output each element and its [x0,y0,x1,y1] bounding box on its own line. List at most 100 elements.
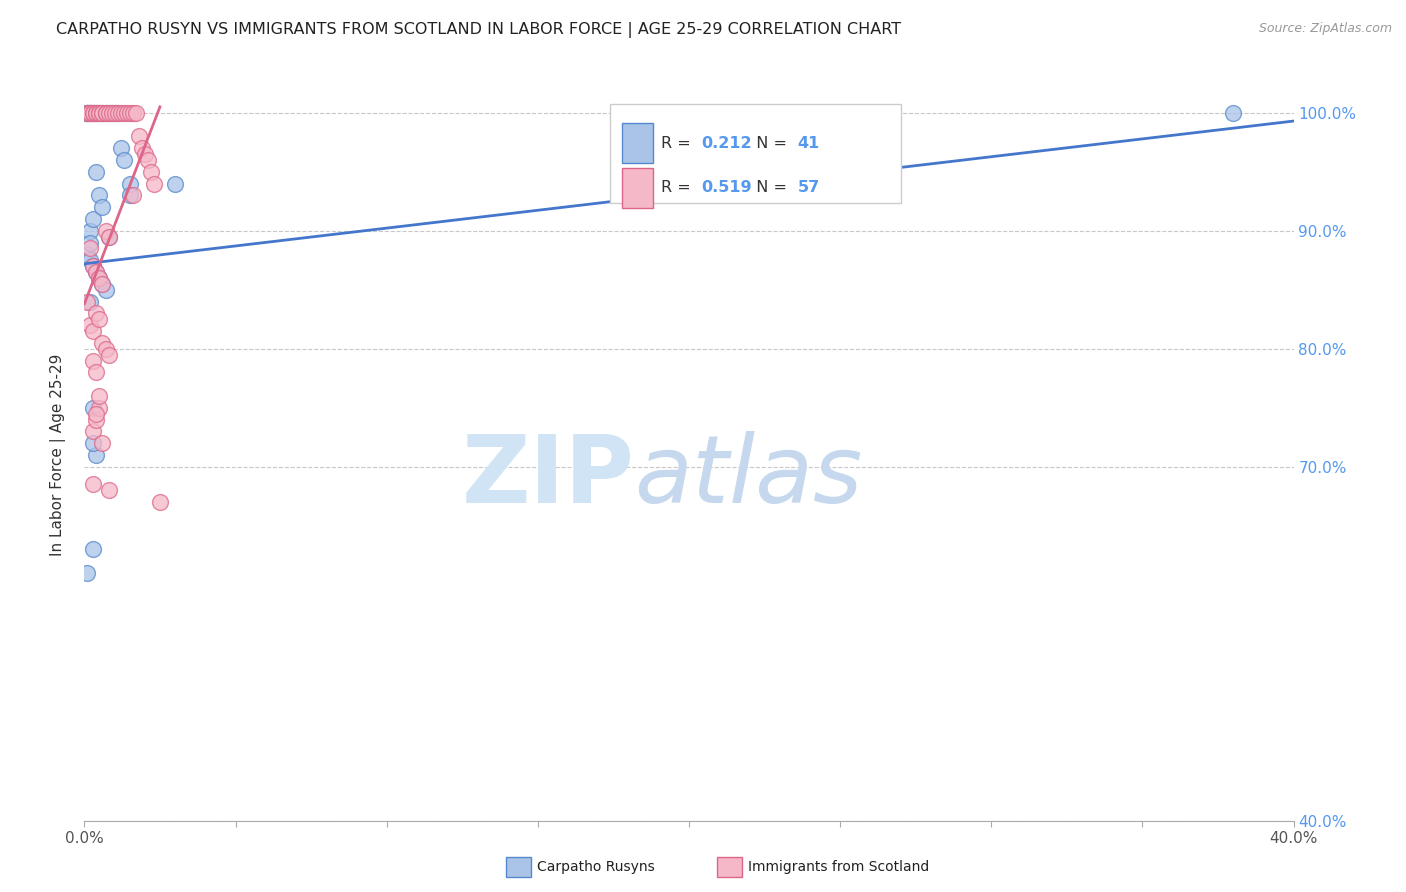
Point [94,283,117,297]
Point [79,105,101,120]
Point [97,229,120,244]
Point [107,105,129,120]
Text: R =: R = [661,136,696,151]
Point [125,105,148,120]
Point [149,495,172,509]
Point [82,477,104,491]
Point [165,177,187,191]
Point [89,271,111,285]
Point [82,436,104,450]
Text: 57: 57 [797,180,820,195]
Point [91,200,114,214]
Point [139,165,162,179]
Point [82,105,104,120]
Y-axis label: In Labor Force | Age 25-29: In Labor Force | Age 25-29 [49,354,66,556]
Point [121,188,143,202]
Point [86,306,108,320]
Point [97,105,120,120]
Point [91,277,114,291]
Point [79,105,101,120]
Point [89,389,111,403]
Point [86,105,108,120]
Point [142,177,165,191]
Bar [623,123,652,163]
Point [118,105,141,120]
Text: 41: 41 [797,136,820,151]
Point [97,105,120,120]
Point [112,105,135,120]
Point [86,365,108,379]
Point [134,147,156,161]
Text: R =: R = [661,180,696,195]
Point [82,211,104,226]
Text: Carpatho Rusyns: Carpatho Rusyns [537,860,655,874]
Point [86,265,108,279]
Point [86,165,108,179]
Text: ZIP: ZIP [461,431,634,523]
Point [86,407,108,421]
Point [104,105,127,120]
Bar [623,168,652,208]
Point [86,412,108,426]
Point [79,253,101,268]
Point [89,271,111,285]
Point [82,259,104,273]
Point [107,105,129,120]
Text: N =: N = [745,180,792,195]
Point [89,312,111,326]
Point [118,177,141,191]
Point [100,105,122,120]
Point [79,105,101,120]
Point [82,259,104,273]
Point [79,318,101,333]
Text: 0.212: 0.212 [702,136,752,151]
Point [76,105,98,120]
Point [76,566,98,580]
Point [91,105,114,120]
Point [94,105,117,120]
Point [94,224,117,238]
Point [97,483,120,498]
Point [89,105,111,120]
Point [91,277,114,291]
Point [91,436,114,450]
FancyBboxPatch shape [610,103,901,202]
Point [91,105,114,120]
Point [76,105,98,120]
Point [79,224,101,238]
Point [91,105,114,120]
Point [89,105,111,120]
Text: N =: N = [745,136,792,151]
Point [76,105,98,120]
Point [89,105,111,120]
Point [86,105,108,120]
Point [86,448,108,462]
Point [110,141,132,155]
Point [1222,105,1244,120]
Point [136,153,159,167]
Point [82,401,104,415]
Point [89,401,111,415]
Point [79,294,101,309]
Point [100,105,122,120]
Point [94,105,117,120]
Point [82,105,104,120]
Point [104,105,127,120]
Point [131,141,153,155]
Point [86,265,108,279]
Point [82,425,104,439]
Point [94,105,117,120]
Point [94,342,117,356]
Point [82,542,104,557]
Point [79,235,101,250]
Point [118,188,141,202]
Point [82,324,104,338]
Point [112,153,135,167]
Point [89,188,111,202]
Point [76,247,98,261]
Point [97,348,120,362]
Point [76,294,98,309]
Point [82,105,104,120]
Point [97,229,120,244]
Point [128,129,150,144]
